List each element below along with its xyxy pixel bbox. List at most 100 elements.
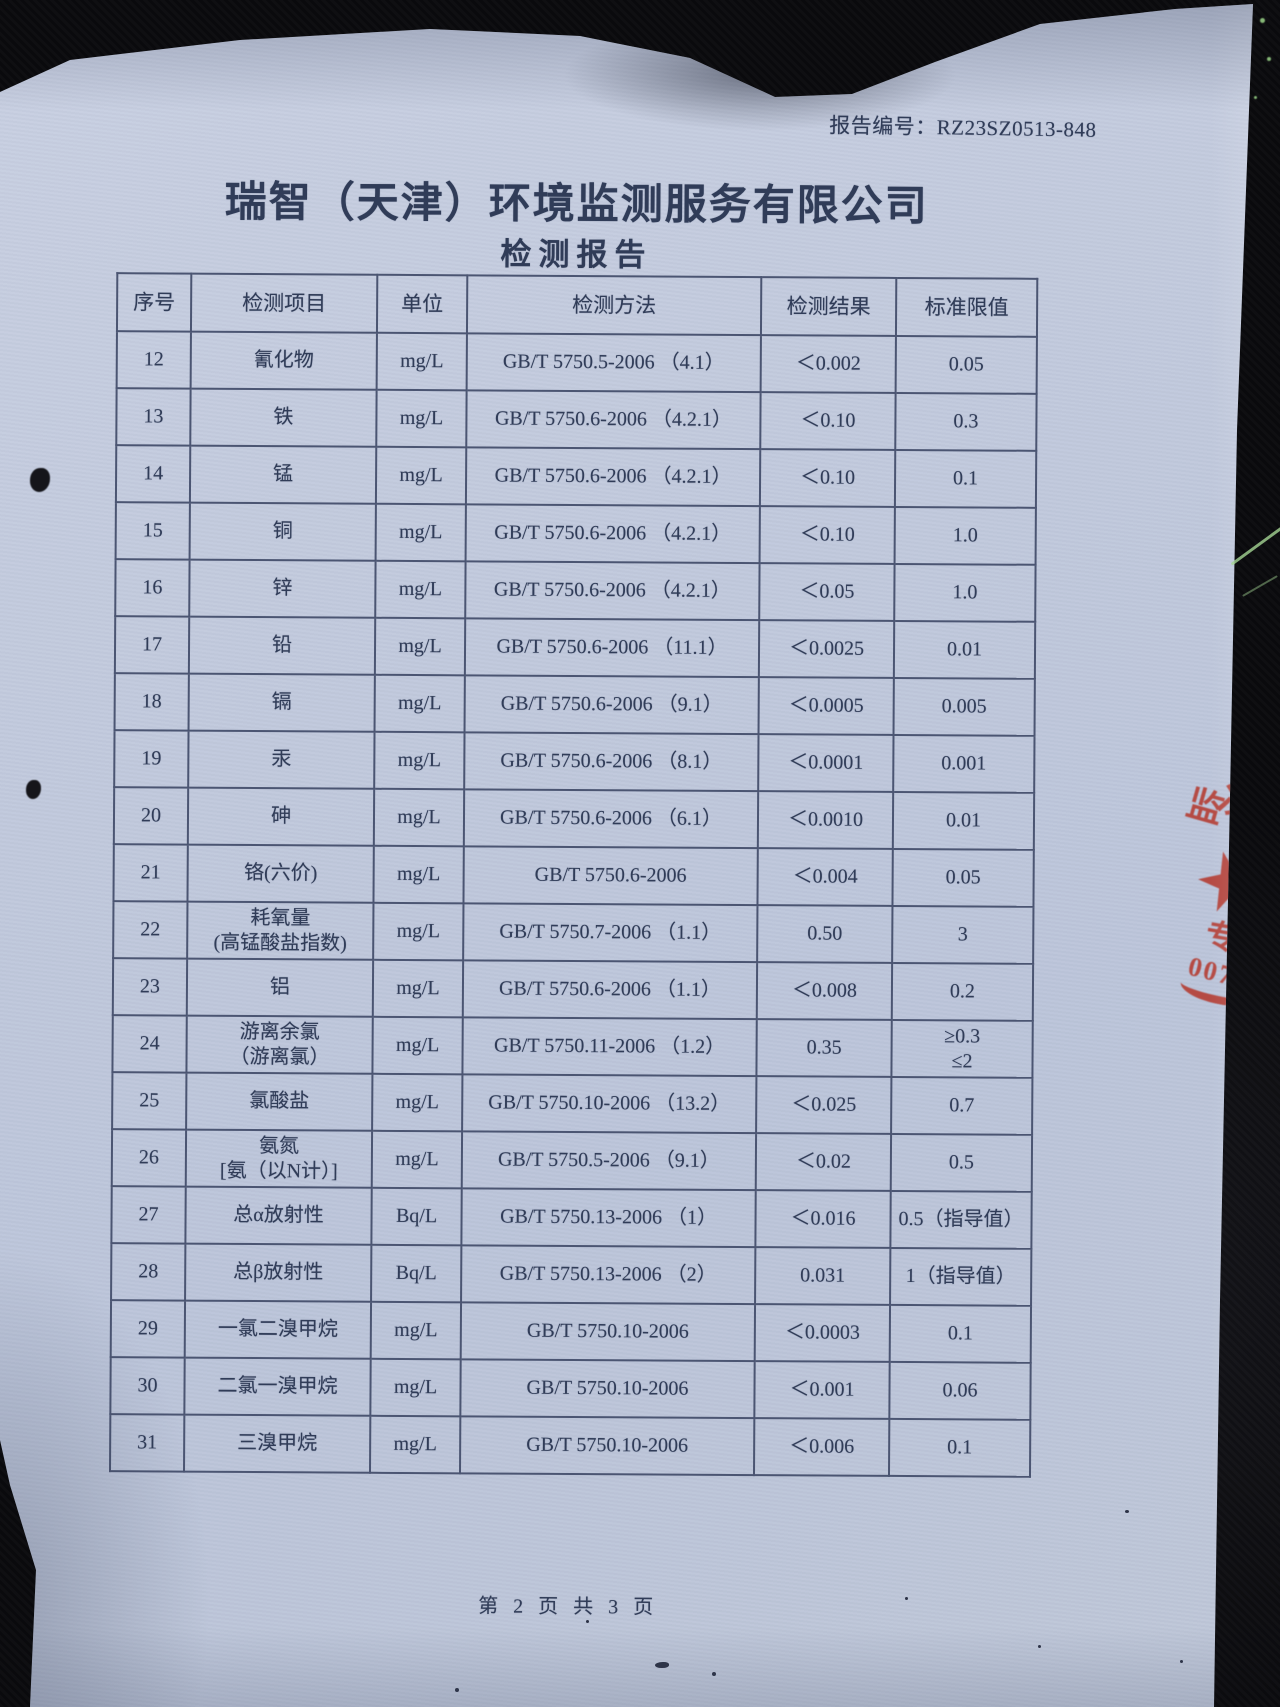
- cell-result: ＜0.025: [756, 1076, 892, 1134]
- cell-result: ＜0.0003: [754, 1304, 891, 1362]
- column-header-unit: 单位: [376, 274, 468, 334]
- cell-no: 17: [114, 616, 190, 674]
- cell-no: 21: [113, 844, 188, 902]
- cell-no: 22: [113, 901, 188, 959]
- cell-item: 一氯二溴甲烷: [184, 1300, 372, 1359]
- green-speck: [1254, 96, 1257, 99]
- cell-unit: mg/L: [375, 503, 466, 562]
- table-row: 18 镉 mg/L GB/T 5750.6-2006 （9.1） ＜0.0005…: [114, 673, 1035, 736]
- cell-result: ＜0.0001: [758, 734, 894, 792]
- cell-limit: 1.0: [894, 506, 1036, 565]
- green-fiber: [1242, 575, 1278, 597]
- cell-unit: mg/L: [373, 902, 464, 961]
- stamp-arc: [1177, 968, 1253, 1012]
- paper-speck: [655, 1662, 669, 1668]
- cell-unit: Bq/L: [371, 1187, 462, 1246]
- cell-item: 氰化物: [190, 331, 377, 390]
- column-header-method: 检测方法: [466, 275, 762, 336]
- table-row: 12 氰化物 mg/L GB/T 5750.5-2006 （4.1） ＜0.00…: [116, 331, 1037, 394]
- cell-unit: mg/L: [371, 1130, 463, 1189]
- cell-no: 27: [111, 1186, 186, 1244]
- cell-method: GB/T 5750.13-2006 （1）: [461, 1188, 756, 1248]
- cell-limit: 0.5（指导值）: [890, 1190, 1032, 1249]
- table-row: 21 铬(六价) mg/L GB/T 5750.6-2006 ＜0.004 0.…: [113, 844, 1034, 907]
- cell-item: 铬(六价): [187, 844, 374, 903]
- cell-no: 15: [115, 502, 190, 560]
- document-title: 检测报告: [500, 236, 653, 273]
- table-row: 15 铜 mg/L GB/T 5750.6-2006 （4.2.1） ＜0.10…: [115, 502, 1036, 565]
- table-row: 30 二氯一溴甲烷 mg/L GB/T 5750.10-2006 ＜0.001 …: [110, 1357, 1031, 1420]
- paper-tear: [30, 468, 50, 492]
- table-row: 31 三溴甲烷 mg/L GB/T 5750.10-2006 ＜0.006 0.…: [110, 1414, 1031, 1477]
- paper-speck: [1038, 1645, 1041, 1648]
- cell-no: 30: [110, 1357, 185, 1415]
- cell-method: GB/T 5750.10-2006: [460, 1359, 755, 1419]
- cell-no: 24: [112, 1015, 187, 1073]
- cell-limit: 1.0: [894, 563, 1036, 622]
- results-table-body: 12 氰化物 mg/L GB/T 5750.5-2006 （4.1） ＜0.00…: [110, 331, 1037, 1477]
- cell-item: 砷: [187, 787, 375, 846]
- cell-result: ＜0.02: [755, 1133, 892, 1191]
- cell-method: GB/T 5750.6-2006 （1.1）: [462, 960, 758, 1020]
- cell-item: 三溴甲烷: [184, 1414, 371, 1473]
- cell-result: ＜0.10: [759, 506, 895, 564]
- cell-item: 总α放射性: [185, 1186, 372, 1245]
- star-icon: ★: [1190, 838, 1269, 927]
- cell-result: 0.50: [757, 905, 893, 963]
- cell-method: GB/T 5750.7-2006 （1.1）: [463, 903, 758, 963]
- cell-no: 14: [115, 445, 191, 503]
- cell-item: 锰: [189, 445, 377, 504]
- table-row: 16 锌 mg/L GB/T 5750.6-2006 （4.2.1） ＜0.05…: [115, 559, 1036, 622]
- cell-unit: Bq/L: [371, 1244, 462, 1303]
- cell-limit: 0.1: [894, 449, 1037, 508]
- cell-method: GB/T 5750.11-2006 （1.2）: [462, 1017, 757, 1077]
- cell-result: ＜0.004: [757, 848, 893, 906]
- report-number: 报告编号：RZ23SZ0513-848: [829, 109, 1249, 146]
- cell-limit: 0.1: [888, 1418, 1031, 1477]
- company-name: 瑞智（天津）环境监测服务有限公司: [224, 179, 929, 231]
- cell-unit: mg/L: [375, 560, 466, 619]
- cell-method: GB/T 5750.6-2006 （8.1）: [464, 732, 759, 792]
- table-row: 26 氨氮 [氨（以N计）] mg/L GB/T 5750.5-2006 （9.1…: [111, 1129, 1033, 1192]
- table-row: 19 汞 mg/L GB/T 5750.6-2006 （8.1） ＜0.0001…: [114, 730, 1035, 793]
- cell-limit: 0.7: [891, 1076, 1033, 1135]
- cell-limit: 0.1: [889, 1304, 1032, 1363]
- cell-item: 氨氮 [氨（以N计）]: [185, 1129, 373, 1188]
- cell-no: 16: [115, 559, 190, 617]
- paper-speck: [1180, 1660, 1183, 1663]
- column-header-no: 序号: [116, 273, 192, 332]
- cell-unit: mg/L: [370, 1301, 462, 1360]
- cell-method: GB/T 5750.6-2006 （9.1）: [464, 675, 759, 735]
- cell-method: GB/T 5750.10-2006: [459, 1416, 755, 1476]
- cell-result: 0.35: [756, 1019, 892, 1077]
- paper-speck: [905, 1597, 908, 1600]
- cell-item: 总β放射性: [185, 1243, 372, 1302]
- cell-result: ＜0.0005: [758, 677, 894, 735]
- paper-speck: [1125, 1510, 1129, 1513]
- cell-no: 28: [111, 1243, 186, 1301]
- cell-item: 二氯一溴甲烷: [184, 1357, 371, 1416]
- cell-limit: ≥0.3 ≤2: [891, 1019, 1033, 1078]
- table-row: 25 氯酸盐 mg/L GB/T 5750.10-2006 （13.2） ＜0.…: [112, 1072, 1033, 1135]
- cell-method: GB/T 5750.5-2006 （9.1）: [461, 1131, 757, 1191]
- cell-limit: 0.05: [892, 848, 1034, 907]
- report-number-label: 报告编号：: [829, 113, 937, 140]
- cell-result: ＜0.10: [760, 392, 896, 450]
- cell-method: GB/T 5750.13-2006 （2）: [461, 1245, 756, 1305]
- cell-limit: 0.01: [892, 791, 1035, 850]
- cell-unit: mg/L: [372, 959, 464, 1018]
- cell-limit: 0.01: [893, 620, 1036, 679]
- paper-speck: [455, 1688, 459, 1692]
- cell-unit: mg/L: [373, 788, 465, 847]
- cell-method: GB/T 5750.6-2006 （4.2.1）: [465, 561, 760, 621]
- table-row: 17 铅 mg/L GB/T 5750.6-2006 （11.1） ＜0.002…: [114, 616, 1036, 679]
- cell-no: 25: [112, 1072, 187, 1130]
- cell-unit: mg/L: [376, 332, 467, 391]
- cell-unit: mg/L: [374, 617, 466, 676]
- table-row: 13 铁 mg/L GB/T 5750.6-2006 （4.2.1） ＜0.10…: [116, 388, 1037, 451]
- table-row: 14 锰 mg/L GB/T 5750.6-2006 （4.2.1） ＜0.10…: [115, 445, 1037, 508]
- cell-item: 游离余氯 （游离氯）: [186, 1015, 373, 1074]
- cell-result: ＜0.006: [753, 1418, 890, 1476]
